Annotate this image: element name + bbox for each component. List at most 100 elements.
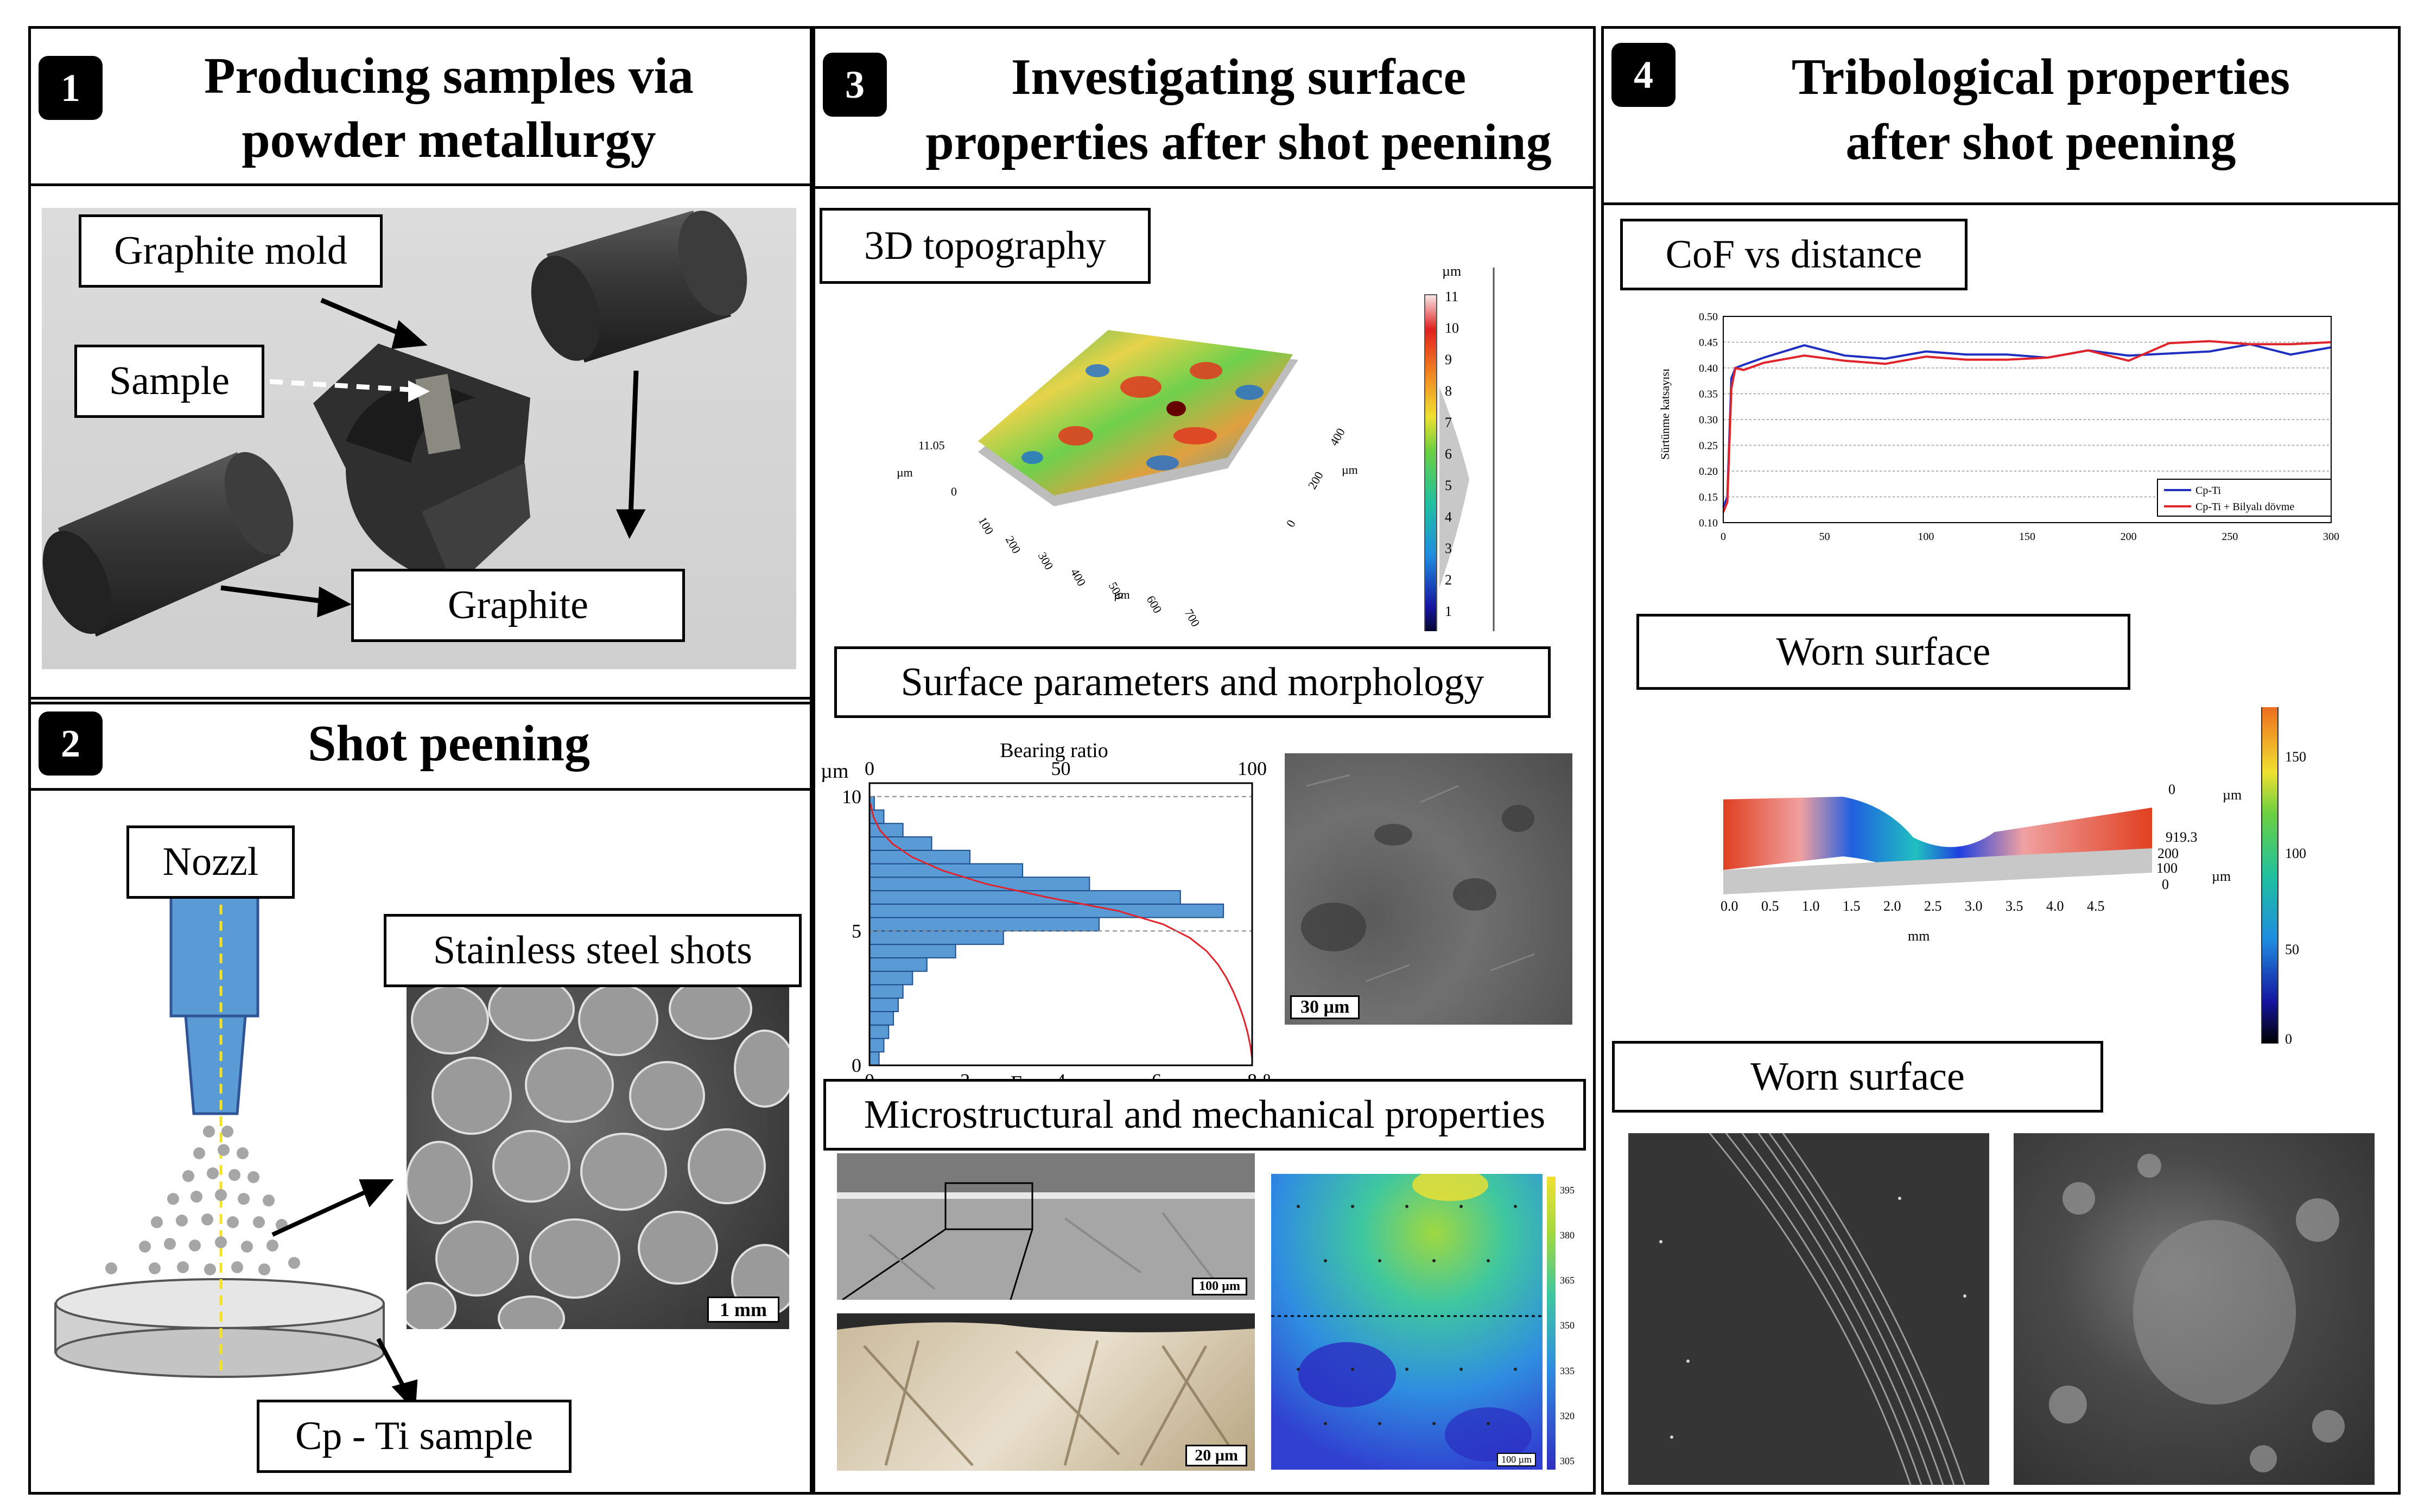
histogram-bar <box>869 1024 890 1039</box>
histogram-bar <box>869 984 904 999</box>
legend-entry: Cp-Ti <box>2195 485 2222 497</box>
colorbar-tick: 365 <box>1560 1275 1575 1286</box>
y-tick-label: 0.50 <box>1699 311 1718 323</box>
colorbar-unit: µm <box>1442 263 1461 279</box>
scale-bar-20um: 20 µm <box>1185 1445 1247 1466</box>
colorbar-tick: 8 <box>1445 383 1452 399</box>
worn-surface-sem-low-mag <box>1628 1133 1989 1485</box>
colorbar-tick: 2 <box>1445 572 1452 588</box>
chart-title: Bearing ratio <box>1000 739 1108 762</box>
colorbar-tick: 320 <box>1560 1410 1575 1421</box>
step-number-badge: 2 <box>39 711 103 776</box>
topo-x-tick: 400 <box>1327 425 1348 448</box>
colorbar-tick: 50 <box>2285 942 2299 957</box>
colorbar-tick: 100 <box>2285 846 2306 861</box>
histogram-bar <box>869 944 956 958</box>
label-cof-vs-distance: CoF vs distance <box>1620 219 1968 290</box>
colorbar-tick: 7 <box>1445 415 1452 430</box>
profile-x-tick: 3.0 <box>1965 898 1983 914</box>
profile-unit: µm <box>2212 868 2231 884</box>
colorbar-tick: 150 <box>2285 749 2306 765</box>
topo-x-tick: 200 <box>1305 469 1326 491</box>
y-tick-label: 0.15 <box>1699 492 1718 504</box>
panel-4: 4 Tribological properties after shot pee… <box>1601 26 2401 1495</box>
topo-y-tick: 600 <box>1144 593 1165 615</box>
profile-depth-tick: 100 <box>2156 860 2178 876</box>
step-number-badge: 1 <box>39 56 103 120</box>
histogram-bar <box>869 1011 894 1026</box>
nozzle-body <box>169 881 259 1018</box>
y-tick-label: 0.35 <box>1699 389 1718 401</box>
profile-colorbar-ticks: 200 150 100 50 0 <box>2285 749 2306 1044</box>
panel-2-header: 2 Shot peening <box>31 700 810 791</box>
histogram-bar <box>869 836 932 851</box>
profile-depth-tick: 0 <box>2168 782 2175 797</box>
profile-x-tick: 2.5 <box>1924 898 1942 914</box>
profile-depth-tick: 919.3 <box>2166 829 2198 845</box>
step-number-badge: 3 <box>823 53 887 117</box>
label-stainless-steel-shots: Stainless steel shots <box>384 914 802 987</box>
topo-z-unit: µm <box>897 466 913 479</box>
x-tick-label: 200 <box>2121 531 2137 543</box>
scale-bar-label: 30 µm <box>1300 997 1350 1017</box>
colorbar-tick: 10 <box>1445 320 1459 336</box>
steel-shots-sem-svg <box>407 987 789 1329</box>
y-tick-label: 0.45 <box>1699 337 1718 349</box>
nozzle-tip <box>184 1014 247 1115</box>
profile-x-tick: 0.0 <box>1721 898 1738 914</box>
profile-unit: µm <box>2223 787 2242 803</box>
histogram-bar <box>869 970 913 986</box>
cof-chart: Sürtünme katsayısı 0.10 0.15 0.20 0.25 0.30 0… <box>1658 311 2339 543</box>
y-tick-label: 0 <box>852 1054 861 1076</box>
topo-x-tick: 0 <box>1284 517 1298 529</box>
scale-bar-1mm: 1 mm <box>707 1297 779 1323</box>
colorbar-tick: 1 <box>1445 603 1452 619</box>
x-tick-label: 150 <box>2019 531 2035 543</box>
profile-x-unit: mm <box>1908 928 1930 944</box>
topo-colorbar <box>1424 294 1437 631</box>
histogram-bar <box>869 863 1023 878</box>
y-tick-label: 0.30 <box>1699 414 1718 426</box>
label-sample: Sample <box>74 345 264 418</box>
x-tick-label: 0 <box>1721 531 1726 543</box>
colorbar-tick: 335 <box>1560 1365 1575 1376</box>
optical-micrograph-image: 20 µm <box>837 1313 1255 1471</box>
surface-sem-image: 30 µm <box>1285 753 1572 1025</box>
colorbar-tick: 5 <box>1445 478 1452 493</box>
top-tick-label: 50 <box>1051 758 1071 779</box>
colorbar-tick: 4 <box>1445 509 1452 525</box>
y-tick-label: 0.20 <box>1699 466 1718 478</box>
label-microstructural: Microstructural and mechanical propertie… <box>823 1079 1586 1151</box>
x-tick-label: 250 <box>2222 531 2238 543</box>
topography-surface <box>978 330 1293 495</box>
mold-render-svg <box>42 211 747 637</box>
topo-y-tick: 0 <box>951 485 957 498</box>
top-tick-label: 100 <box>1237 758 1267 779</box>
topo-height-histogram <box>1439 387 1469 588</box>
panel-3-title-line-2: properties after shot peening <box>925 114 1552 170</box>
topo-y-tick: 100 <box>976 514 997 537</box>
right-graphite-punch <box>531 211 747 363</box>
panel-4-header: 4 Tribological properties after shot pee… <box>1604 29 2398 205</box>
label-nozzle: Nozzl <box>126 825 295 899</box>
surface-sem-svg <box>1301 774 1535 982</box>
y-tick-label: 0.40 <box>1699 363 1718 374</box>
profile-depth-tick: 200 <box>2157 846 2179 861</box>
cross-section-sem-image: 100 µm <box>837 1153 1255 1300</box>
panel-2-title: Shot peening <box>308 715 590 772</box>
plot-frame <box>868 782 1253 1066</box>
panel-4-title-line-2: after shot peening <box>1845 114 2236 170</box>
sample-dashed-arrow <box>269 379 411 392</box>
annotation-arrows <box>220 297 646 618</box>
panel-2: 2 Shot peening <box>28 697 813 1495</box>
profile-x-tick: 2.0 <box>1883 898 1901 914</box>
x-tick-label: 300 <box>2323 531 2339 543</box>
chart-y-label: Sürtünme katsayısı <box>1658 369 1672 460</box>
topo-y-tick: 700 <box>1182 607 1203 629</box>
profile-x-tick: 3.5 <box>2006 898 2023 914</box>
histogram-bar <box>869 917 1100 932</box>
topography-3d-plot: 11.05 µm 0 100 200 300 400 500 600 700 µ… <box>897 263 1495 631</box>
colorbar-tick: 3 <box>1445 541 1452 556</box>
label-3d-topography: 3D topography <box>820 208 1151 284</box>
topo-x-unit: µm <box>1342 463 1358 477</box>
